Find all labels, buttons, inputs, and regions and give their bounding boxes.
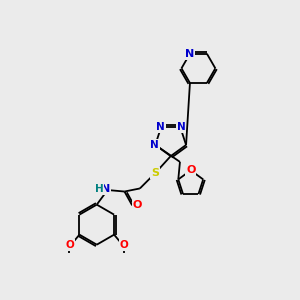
Text: O: O bbox=[120, 240, 128, 250]
Text: N: N bbox=[150, 140, 159, 150]
Text: S: S bbox=[151, 168, 159, 178]
Text: O: O bbox=[186, 165, 195, 176]
Text: N: N bbox=[100, 184, 110, 194]
Text: N: N bbox=[185, 49, 195, 59]
Text: N: N bbox=[156, 122, 165, 132]
Text: H: H bbox=[95, 184, 103, 194]
Text: N: N bbox=[177, 122, 185, 132]
Text: O: O bbox=[65, 240, 74, 250]
Text: O: O bbox=[133, 200, 142, 210]
